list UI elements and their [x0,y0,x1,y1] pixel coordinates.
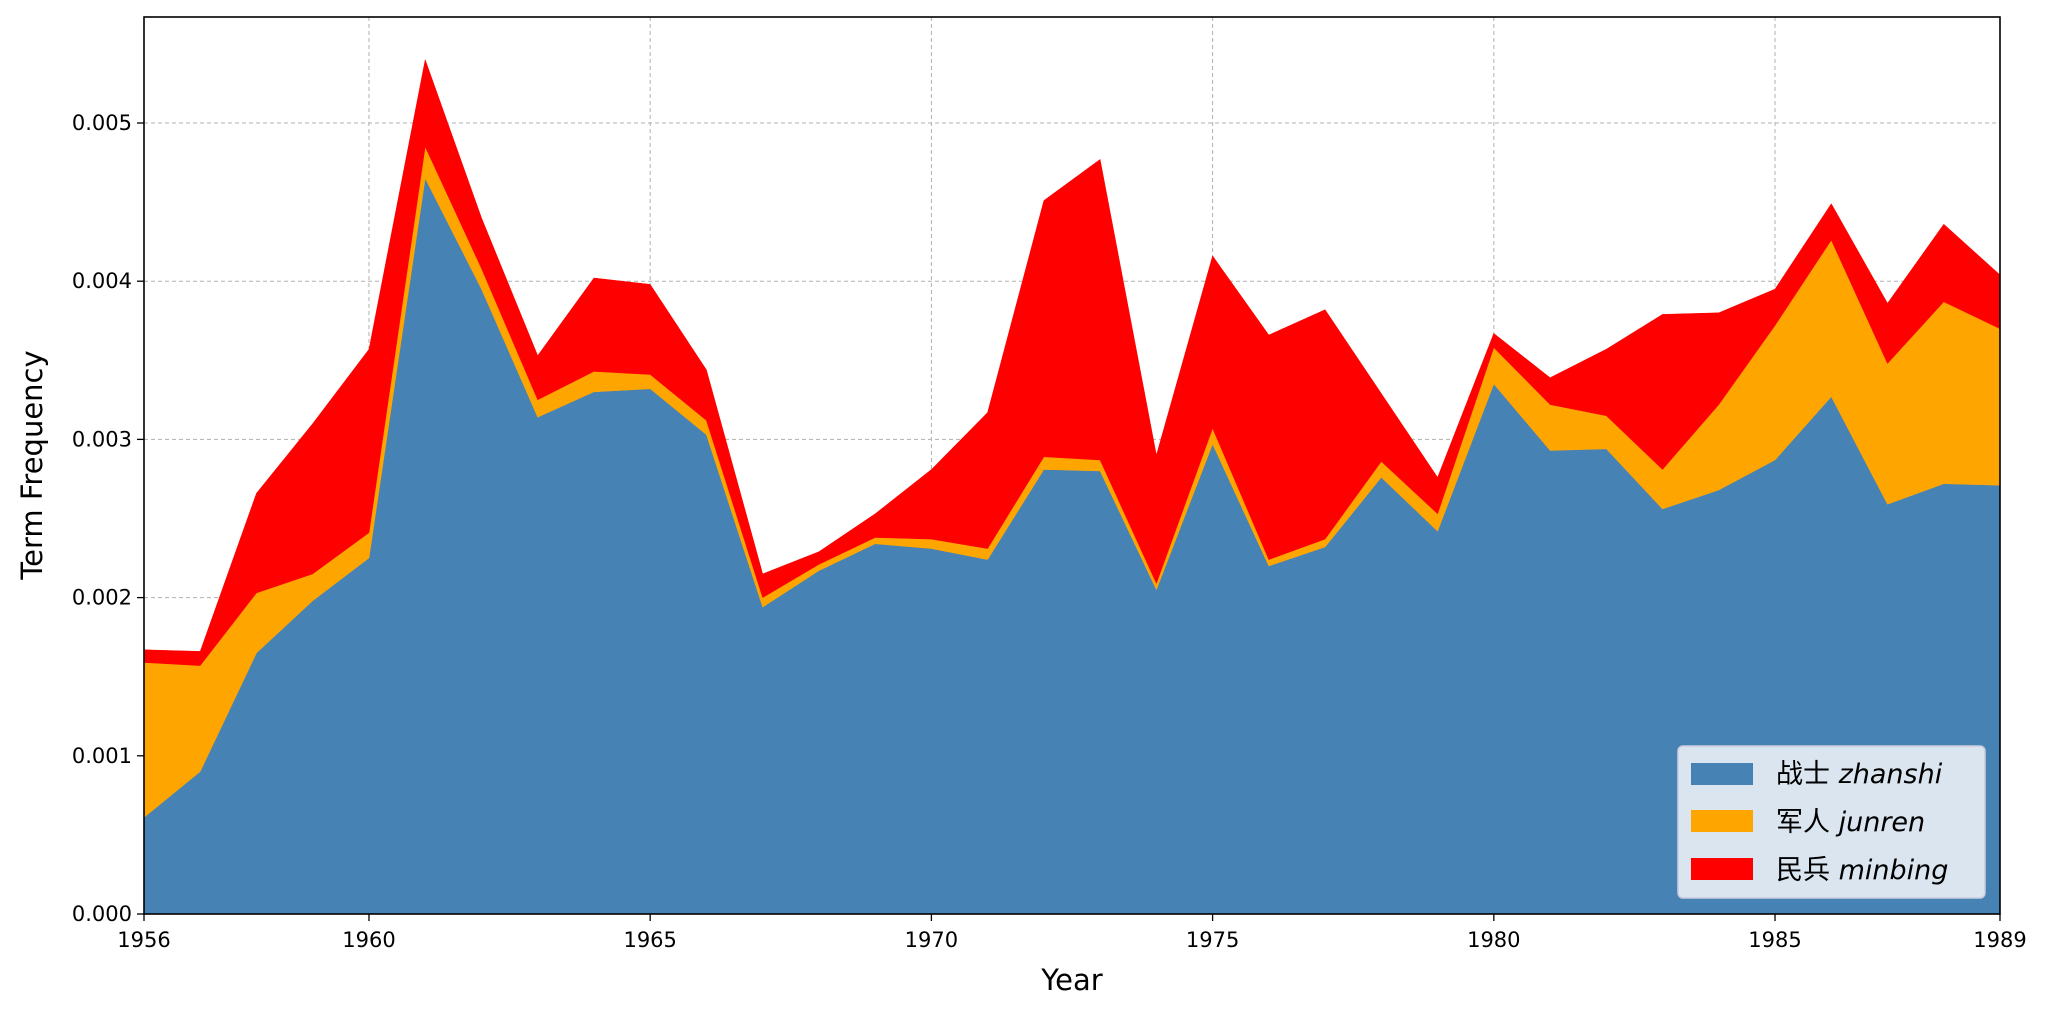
legend-swatch-zhanshi [1691,763,1753,785]
x-tick-label: 1956 [117,928,170,952]
x-tick-label: 1965 [623,928,676,952]
legend-label-latin: zhanshi [1838,759,1943,790]
y-tick-label: 0.000 [72,902,132,926]
legend-label-latin: junren [1835,807,1926,838]
x-tick-label: 1985 [1748,928,1801,952]
legend-label-cn: 军人 [1776,807,1830,838]
y-tick-label: 0.004 [72,269,132,293]
legend-swatch-junren [1691,810,1753,832]
x-axis-ticks: 1956 1960 1965 1970 1975 1980 1985 1989 [117,914,2027,952]
y-axis-ticks: 0.000 0.001 0.002 0.003 0.004 0.005 [72,111,144,926]
legend-label-cn: 战士 [1776,759,1830,790]
legend-label-cn: 民兵 [1776,855,1830,886]
y-tick-label: 0.002 [72,586,132,610]
x-tick-label: 1970 [905,928,958,952]
legend: 战士 zhanshi 军人 junren 民兵 minbing [1677,745,1986,899]
legend-swatch-minbing [1691,858,1753,880]
svg-text:战士 zhanshi: 战士 zhanshi [1776,759,1943,790]
x-tick-label: 1960 [342,928,395,952]
legend-item-zhanshi: 战士 zhanshi [1691,759,1943,790]
legend-label-latin: minbing [1839,855,1949,886]
legend-box [1677,745,1986,899]
x-tick-label: 1989 [1973,928,2026,952]
svg-text:军人 junren: 军人 junren [1776,807,1925,838]
legend-item-junren: 军人 junren [1691,807,1925,838]
y-tick-label: 0.001 [72,744,132,768]
y-axis-label: Term Frequency [15,350,49,580]
plot-frame [143,16,2001,915]
x-tick-label: 1975 [1186,928,1239,952]
y-tick-label: 0.005 [72,111,132,135]
legend-item-minbing: 民兵 minbing [1691,855,1948,886]
x-axis-label: Year [1040,963,1102,997]
x-tick-label: 1980 [1467,928,1520,952]
svg-text:民兵 minbing: 民兵 minbing [1776,855,1948,886]
y-tick-label: 0.003 [72,427,132,451]
